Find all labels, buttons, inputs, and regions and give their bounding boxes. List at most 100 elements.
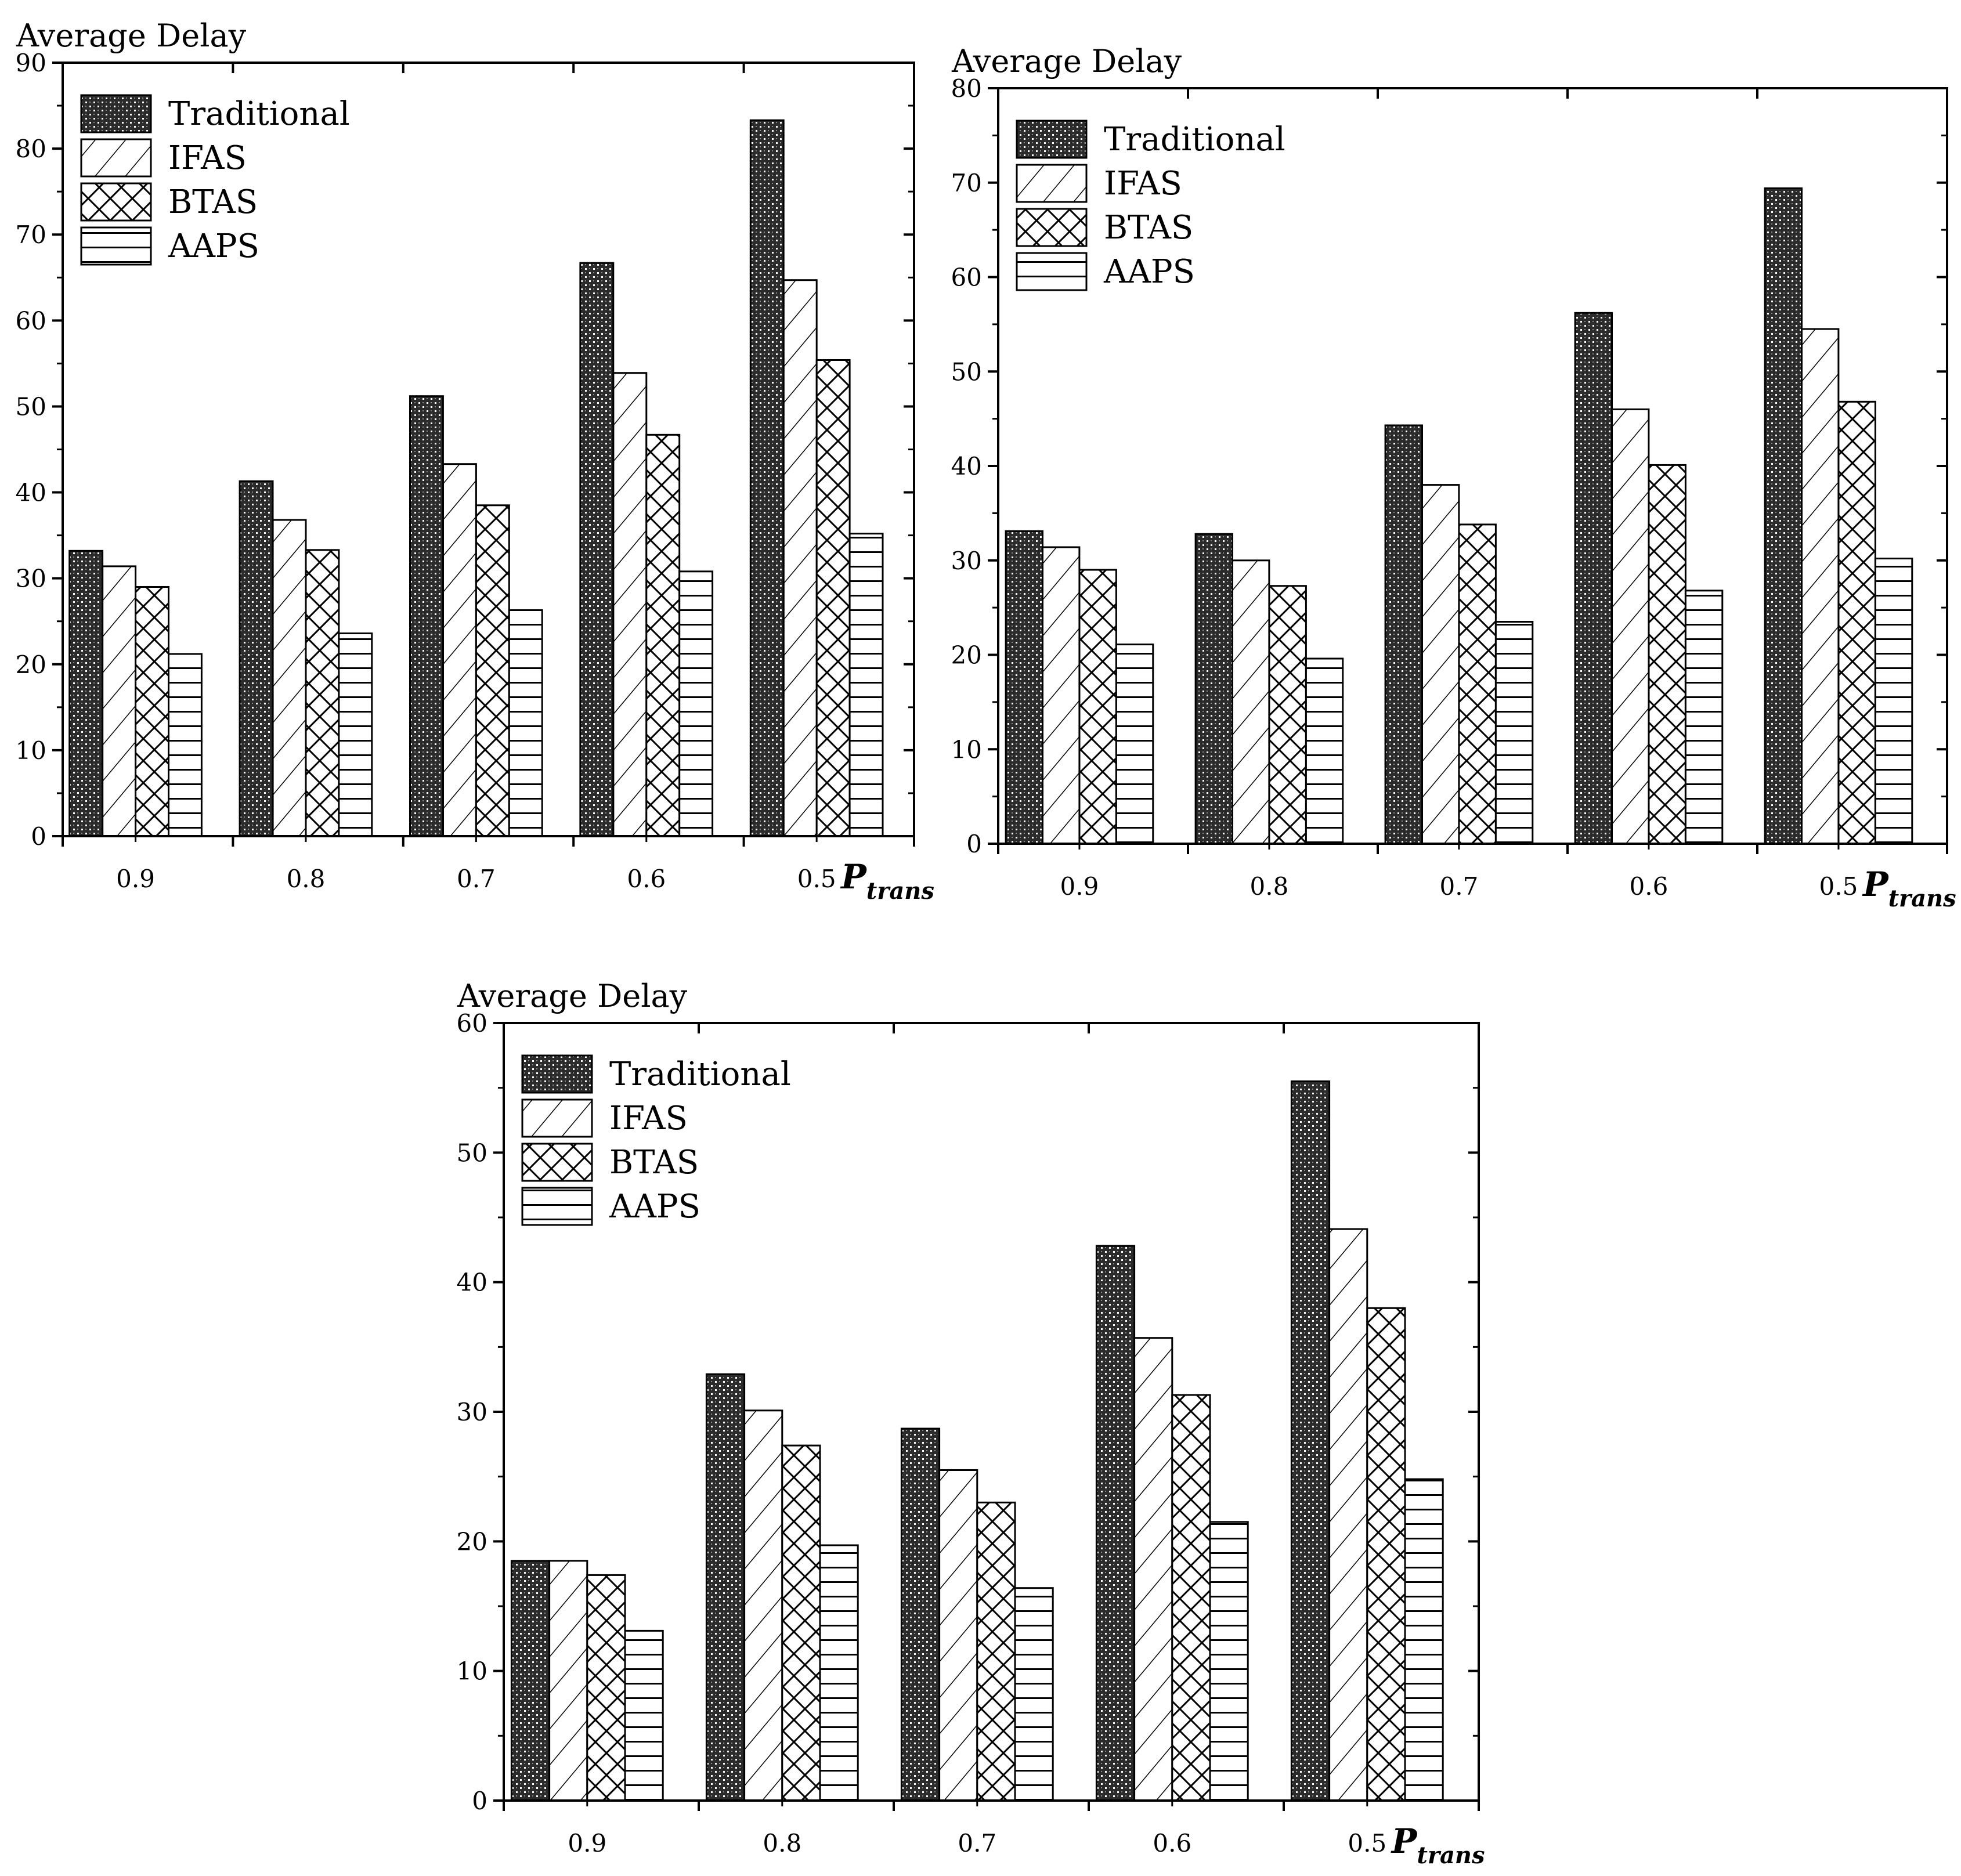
- y-tick-label: 30: [951, 547, 982, 575]
- bar-aaps-0.6: [678, 570, 714, 837]
- bar-ifas-0.9: [102, 565, 137, 837]
- y-tick-label: 10: [16, 736, 46, 765]
- bar-aaps-0.7: [508, 609, 543, 837]
- legend-label-btas: BTAS: [1104, 209, 1193, 247]
- bar-ifas-0.6: [1611, 408, 1650, 845]
- legend-label-ifas: IFAS: [609, 1100, 688, 1137]
- bar-ifas-0.9: [548, 1560, 588, 1802]
- bar-aaps-0.9: [1115, 644, 1154, 845]
- y-tick-label: 0: [966, 830, 982, 858]
- y-tick-label: 50: [951, 357, 982, 386]
- bar-traditional-0.5: [1290, 1080, 1331, 1802]
- bar-btas-0.6: [1648, 464, 1686, 845]
- y-tick-label: 30: [457, 1398, 487, 1426]
- bar-traditional-0.7: [900, 1427, 941, 1802]
- y-tick-label: 10: [457, 1657, 487, 1686]
- y-axis-label: Average Delay: [16, 17, 247, 54]
- bar-traditional-0.7: [1384, 424, 1424, 845]
- y-tick-label: 60: [457, 1009, 487, 1038]
- y-tick-label: 80: [951, 74, 982, 103]
- bar-ifas-0.7: [1421, 484, 1460, 845]
- bar-aaps-0.5: [1874, 558, 1913, 845]
- bar-ifas-0.6: [1133, 1337, 1173, 1802]
- bar-btas-0.5: [1366, 1307, 1406, 1802]
- bar-traditional-0.9: [1005, 530, 1043, 845]
- bar-traditional-0.6: [1574, 312, 1613, 845]
- x-tick-label-0.5: 0.5: [1819, 872, 1858, 901]
- y-tick-label: 90: [16, 49, 46, 77]
- x-tick-label-0.8: 0.8: [763, 1829, 801, 1857]
- chart-3: 0 10 20 30 40 50 60 0.9 0.8 0.7 0.6 0.5 Ptrans Averag…: [457, 978, 1485, 1869]
- bar-ifas-0.8: [1232, 559, 1270, 845]
- bar-traditional-0.8: [1194, 533, 1234, 845]
- bar-aaps-0.7: [1494, 621, 1534, 845]
- y-tick-label: 80: [16, 135, 46, 163]
- legend-swatch-ifas: [521, 1098, 593, 1138]
- legend-label-ifas: IFAS: [168, 139, 247, 177]
- y-tick-label: 50: [457, 1138, 487, 1167]
- bar-aaps-0.5: [848, 533, 884, 837]
- bar-aaps-0.5: [1404, 1478, 1444, 1802]
- x-tick-label-0.9: 0.9: [116, 865, 155, 893]
- bar-btas-0.5: [815, 359, 851, 837]
- y-tick-label: 60: [16, 306, 46, 335]
- legend-swatch-btas: [80, 182, 152, 222]
- x-tick-label-0.8: 0.8: [1250, 872, 1289, 901]
- legend-label-aaps: AAPS: [168, 227, 259, 265]
- legend-label-traditional: Traditional: [609, 1056, 791, 1093]
- x-tick-label-0.6: 0.6: [1630, 872, 1669, 901]
- x-axis-label: Ptrans: [1862, 865, 1956, 912]
- chart-1: 0 10 20 30 40 50 60 70 80 90 0.9 0.8 0.7 0.6 0.5 Ptrans…: [16, 17, 934, 905]
- bar-btas-0.7: [475, 504, 510, 837]
- bar-btas-0.9: [1078, 569, 1117, 845]
- y-tick-label: 10: [951, 735, 982, 764]
- legend-label-traditional: Traditional: [1104, 121, 1285, 158]
- bar-traditional-0.5: [1764, 187, 1803, 845]
- y-tick-label: 40: [951, 452, 982, 480]
- legend-label-btas: BTAS: [609, 1144, 699, 1181]
- legend-swatch-traditional: [521, 1054, 593, 1094]
- x-axis-label: Ptrans: [1391, 1821, 1485, 1869]
- x-tick-label-0.9: 0.9: [1060, 872, 1099, 901]
- y-tick-label: 70: [16, 221, 46, 249]
- y-tick-label: 20: [951, 641, 982, 670]
- bar-ifas-0.6: [612, 372, 648, 837]
- bar-btas-0.7: [976, 1501, 1016, 1802]
- y-axis-label: Average Delay: [457, 978, 688, 1014]
- bar-ifas-0.5: [782, 279, 818, 837]
- legend-swatch-ifas: [1016, 164, 1088, 203]
- bar-btas-0.9: [135, 586, 170, 837]
- chart-2: 0 10 20 30 40 50 60 70 80 0.9 0.8 0.7 0.6 0.5 Ptrans Av…: [951, 43, 1956, 912]
- bar-btas-0.6: [645, 433, 681, 837]
- bar-aaps-0.8: [1305, 657, 1344, 845]
- bar-btas-0.5: [1837, 400, 1876, 845]
- y-tick-label: 0: [472, 1787, 487, 1815]
- bar-ifas-0.8: [743, 1409, 783, 1802]
- x-tick-label-0.8: 0.8: [287, 865, 326, 893]
- legend-swatch-btas: [521, 1143, 593, 1182]
- bar-btas-0.8: [1268, 585, 1307, 845]
- legend-label-btas: BTAS: [168, 183, 258, 221]
- x-tick-label-0.5: 0.5: [797, 865, 836, 893]
- bar-aaps-0.8: [819, 1544, 859, 1802]
- bar-btas-0.7: [1458, 523, 1497, 845]
- bar-traditional-0.9: [510, 1560, 551, 1802]
- bar-aaps-0.8: [338, 632, 373, 837]
- bar-traditional-0.6: [1095, 1245, 1136, 1802]
- x-tick-label-0.9: 0.9: [568, 1829, 606, 1857]
- x-tick-label-0.6: 0.6: [1153, 1829, 1191, 1857]
- bar-traditional-0.5: [749, 119, 785, 837]
- bar-ifas-0.7: [442, 463, 477, 837]
- x-tick-label-0.6: 0.6: [627, 865, 666, 893]
- legend-label-traditional: Traditional: [168, 95, 350, 133]
- bar-ifas-0.7: [938, 1469, 978, 1802]
- legend-swatch-ifas: [80, 138, 152, 178]
- x-tick-label-0.7: 0.7: [457, 865, 496, 893]
- bar-btas-0.8: [305, 549, 340, 837]
- legend-swatch-aaps: [521, 1187, 593, 1226]
- y-tick-label: 20: [16, 650, 46, 679]
- legend-swatch-aaps: [80, 226, 152, 266]
- y-tick-label: 20: [457, 1527, 487, 1556]
- y-axis-label: Average Delay: [951, 43, 1182, 79]
- bar-aaps-0.9: [624, 1629, 664, 1802]
